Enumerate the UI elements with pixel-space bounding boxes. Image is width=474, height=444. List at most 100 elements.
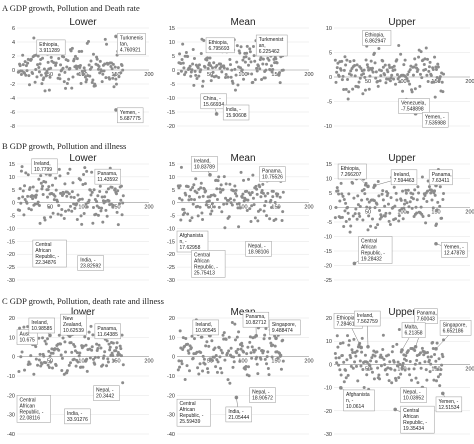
data-point xyxy=(420,175,424,179)
data-point xyxy=(233,67,237,71)
data-point xyxy=(231,365,235,369)
data-point xyxy=(259,195,263,199)
data-point xyxy=(189,346,193,350)
data-point xyxy=(206,66,210,70)
data-point xyxy=(216,179,220,183)
data-point xyxy=(366,65,370,69)
data-point xyxy=(106,360,110,364)
annotated-point xyxy=(434,241,438,246)
data-point xyxy=(264,68,268,72)
data-point xyxy=(238,359,242,363)
data-point xyxy=(219,183,223,187)
data-point xyxy=(195,76,199,80)
data-point xyxy=(257,346,261,350)
data-point xyxy=(417,55,421,59)
y-tick-label: -25 xyxy=(7,265,15,271)
annotation-text: 11.64385 xyxy=(97,332,118,338)
annotation-text: 7.594463 xyxy=(394,178,415,184)
data-point xyxy=(57,73,61,77)
data-point xyxy=(441,355,445,359)
data-point xyxy=(366,228,370,232)
data-point xyxy=(353,212,357,216)
data-point xyxy=(80,69,84,73)
scatter-svg-8: Upper20100-10-20-3050100150200Ethiopia,7… xyxy=(324,307,474,438)
data-point xyxy=(224,196,228,200)
data-point xyxy=(80,222,84,226)
data-point xyxy=(18,208,22,212)
data-point xyxy=(93,362,97,366)
data-point xyxy=(214,354,218,358)
data-point xyxy=(186,342,190,346)
y-tick-label: 10 xyxy=(169,40,175,46)
data-point xyxy=(81,365,85,369)
data-point xyxy=(68,66,72,70)
data-point xyxy=(98,184,102,188)
annotation-callout: China, -15.66934 xyxy=(200,93,227,110)
data-point xyxy=(70,46,74,50)
data-point xyxy=(95,342,99,346)
data-point xyxy=(66,171,70,175)
data-point xyxy=(265,355,269,359)
data-point xyxy=(91,357,95,361)
data-point xyxy=(245,189,249,193)
data-point xyxy=(392,185,396,189)
data-point xyxy=(440,363,444,367)
data-point xyxy=(342,87,346,91)
data-point xyxy=(218,187,222,191)
data-point xyxy=(121,201,125,205)
data-point xyxy=(377,373,381,377)
panel-title: Lower xyxy=(69,153,97,164)
data-point xyxy=(21,63,25,67)
data-point xyxy=(45,69,49,73)
data-point xyxy=(242,77,246,81)
data-point xyxy=(441,90,445,94)
data-point xyxy=(34,68,38,72)
data-point xyxy=(113,65,117,69)
data-point xyxy=(26,173,30,177)
annotation-text: African xyxy=(361,245,377,251)
data-point xyxy=(44,361,48,365)
data-point xyxy=(228,57,232,61)
data-point xyxy=(426,189,430,193)
data-point xyxy=(23,60,27,64)
data-point xyxy=(108,348,112,352)
data-point xyxy=(360,336,364,340)
data-point xyxy=(47,349,51,353)
data-point xyxy=(270,70,274,74)
y-tick-label: -2 xyxy=(10,82,15,88)
data-point xyxy=(194,177,198,181)
data-point xyxy=(388,223,392,227)
data-point xyxy=(206,56,210,60)
data-point xyxy=(426,351,430,355)
data-point xyxy=(182,66,186,70)
annotation-text: 6.862947 xyxy=(365,38,386,44)
data-point xyxy=(381,347,385,351)
data-point xyxy=(223,226,227,230)
data-point xyxy=(91,221,95,225)
data-point xyxy=(201,217,205,221)
annotation-text: Nepal, - xyxy=(248,243,266,249)
data-point xyxy=(107,199,111,203)
y-tick-label: 10 xyxy=(326,26,332,32)
annotation-callout: Yemen, -7.535988 xyxy=(422,112,449,128)
data-point xyxy=(51,351,55,355)
data-point xyxy=(90,65,94,69)
data-point xyxy=(400,366,404,370)
data-point xyxy=(249,219,253,223)
data-point xyxy=(354,207,358,211)
data-point xyxy=(111,203,115,207)
panel-title: Upper xyxy=(388,153,416,164)
data-point xyxy=(233,88,237,92)
data-point xyxy=(386,191,390,195)
annotation-callout: Panama,11.64385 xyxy=(94,323,121,340)
y-tick-label: -15 xyxy=(167,239,175,245)
y-tick-label: -10 xyxy=(324,124,332,130)
x-tick-label: 50 xyxy=(365,79,371,85)
data-point xyxy=(392,360,396,364)
data-point xyxy=(233,191,237,195)
data-point xyxy=(346,205,350,209)
data-point xyxy=(381,198,385,202)
data-point xyxy=(336,345,340,349)
data-point xyxy=(347,339,351,343)
data-point xyxy=(364,58,368,62)
